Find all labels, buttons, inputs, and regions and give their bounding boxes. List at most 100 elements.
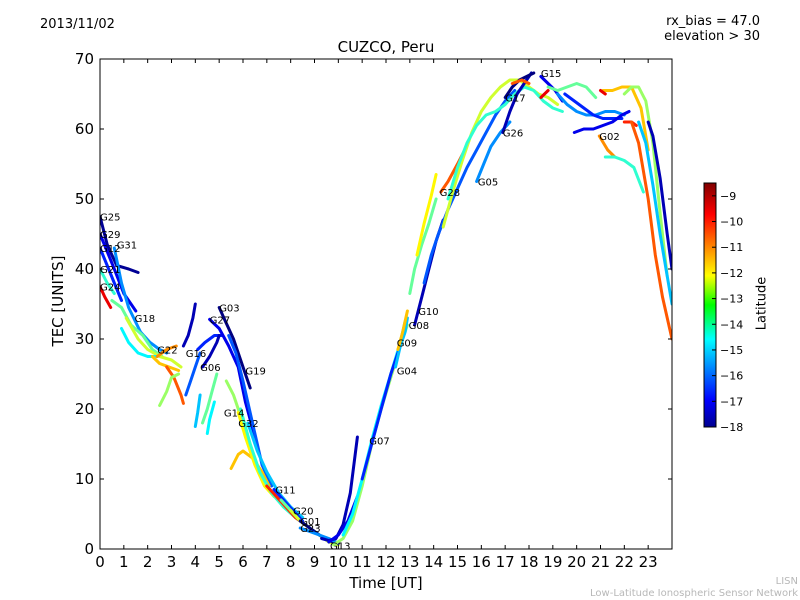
- satellite-label-g24: G24: [100, 283, 120, 294]
- satellite-label-g27: G27: [210, 315, 230, 326]
- colorbar-tick-label: −12: [720, 267, 743, 280]
- y-tick-label: 10: [75, 470, 94, 488]
- tec-series-62: [599, 89, 607, 96]
- tec-series-8: [120, 327, 159, 358]
- satellite-label-g19: G19: [245, 367, 265, 378]
- colorbar-tick-label: −18: [720, 421, 743, 434]
- satellite-label-g26: G26: [503, 129, 523, 140]
- satellite-label-g10: G10: [418, 307, 438, 318]
- tec-series-49: [501, 71, 533, 134]
- satellite-label-g25: G25: [100, 213, 120, 224]
- x-tick-label: 4: [191, 553, 201, 571]
- x-tick-label: 3: [167, 553, 177, 571]
- x-tick-label: 5: [214, 553, 224, 571]
- satellite-label-g18: G18: [135, 314, 155, 325]
- tec-series-64: [646, 120, 672, 271]
- x-tick-label: 18: [519, 553, 538, 571]
- x-tick-label: 6: [238, 553, 248, 571]
- satellite-label-g16: G16: [186, 349, 206, 360]
- tec-series-1: [100, 232, 138, 313]
- tec-series-6: [110, 299, 164, 358]
- x-tick-label: 12: [376, 553, 395, 571]
- rx-bias-info: rx_bias = 47.0 elevation > 30: [664, 14, 760, 44]
- x-tick-label: 22: [615, 553, 634, 571]
- satellite-label-g20: G20: [293, 507, 313, 518]
- credit-short: LISN: [775, 576, 798, 587]
- x-tick-label: 15: [448, 553, 467, 571]
- colorbar-tick-label: −14: [720, 318, 743, 331]
- satellite-label-g23: G23: [300, 524, 320, 535]
- x-tick-label: 1: [119, 553, 129, 571]
- x-tick-label: 9: [310, 553, 320, 571]
- satellite-label-g31: G31: [117, 241, 137, 252]
- tec-series-59: [603, 155, 645, 194]
- tec-series-43: [422, 89, 517, 285]
- tec-series-37: [341, 320, 407, 537]
- tec-series-66: [630, 120, 672, 341]
- date-label: 2013/11/02: [40, 17, 115, 32]
- tec-series-13: [181, 302, 197, 348]
- satellite-label-g13: G13: [330, 542, 350, 553]
- x-tick-label: 16: [472, 553, 491, 571]
- x-tick-label: 11: [353, 553, 372, 571]
- tec-series-20: [217, 306, 252, 390]
- tec-series-54: [546, 82, 598, 99]
- tec-series-53: [510, 78, 531, 85]
- colorbar-tick-label: −11: [720, 241, 743, 254]
- tec-series-5: [100, 285, 113, 309]
- y-tick-label: 20: [75, 400, 94, 418]
- rx-bias-label: rx_bias = 47.0: [666, 14, 760, 29]
- satellite-label-g12: G12: [100, 244, 120, 255]
- tec-series-24: [229, 449, 271, 488]
- tec-series-3: [100, 246, 123, 302]
- colorbar-tick-label: −17: [720, 395, 743, 408]
- colorbar-tick-label: −13: [720, 293, 743, 306]
- colorbar-tick-label: −15: [720, 344, 743, 357]
- satellite-label-g07: G07: [369, 437, 389, 448]
- plot-frame: [99, 58, 673, 550]
- tec-series-38: [360, 344, 402, 481]
- tec-series-11: [158, 372, 181, 407]
- tec-series-4: [100, 267, 116, 295]
- tec-series-61: [622, 85, 669, 278]
- colorbar-tick-label: −10: [720, 216, 743, 229]
- satellite-label-g02: G02: [599, 132, 619, 143]
- satellite-label-g04: G04: [397, 367, 417, 378]
- satellite-label-g22: G22: [157, 346, 177, 357]
- tec-series-52: [539, 89, 550, 99]
- x-tick-label: 19: [543, 553, 562, 571]
- tec-series-10: [165, 365, 185, 405]
- tec-series-46: [441, 78, 560, 229]
- tec-series-44: [415, 173, 438, 257]
- satellite-label-g14: G14: [224, 409, 244, 420]
- satellite-label-g08: G08: [409, 321, 429, 332]
- tec-series-58: [597, 134, 617, 159]
- satellite-label-g17: G17: [505, 94, 525, 105]
- x-tick-label: 0: [95, 553, 105, 571]
- x-tick-label: 14: [424, 553, 443, 571]
- tec-series-7: [124, 316, 183, 369]
- y-tick-label: 60: [75, 120, 94, 138]
- satellite-label-g05: G05: [478, 178, 498, 189]
- tec-series-29: [272, 488, 305, 523]
- colorbar-tick-label: −9: [720, 190, 736, 203]
- satellite-label-g29: G29: [100, 230, 120, 241]
- tec-series-19: [201, 334, 221, 369]
- tec-series-65: [637, 120, 672, 306]
- y-tick-label: 70: [75, 50, 94, 68]
- satellite-label-g21: G21: [100, 265, 120, 276]
- x-tick-label: 8: [286, 553, 296, 571]
- x-tick-label: 23: [639, 553, 658, 571]
- x-tick-label: 20: [567, 553, 586, 571]
- y-tick-label: 40: [75, 260, 94, 278]
- satellite-label-g28: G28: [440, 188, 460, 199]
- tec-series-39: [394, 316, 409, 369]
- x-tick-label: 2: [143, 553, 153, 571]
- tec-series-60: [601, 85, 650, 152]
- y-tick-label: 0: [84, 540, 94, 558]
- x-axis-label: Time [UT]: [349, 574, 423, 592]
- tec-series-21: [208, 317, 257, 439]
- elevation-label: elevation > 30: [664, 29, 760, 44]
- x-tick-label: 10: [329, 553, 348, 571]
- tec-series-57: [572, 110, 631, 134]
